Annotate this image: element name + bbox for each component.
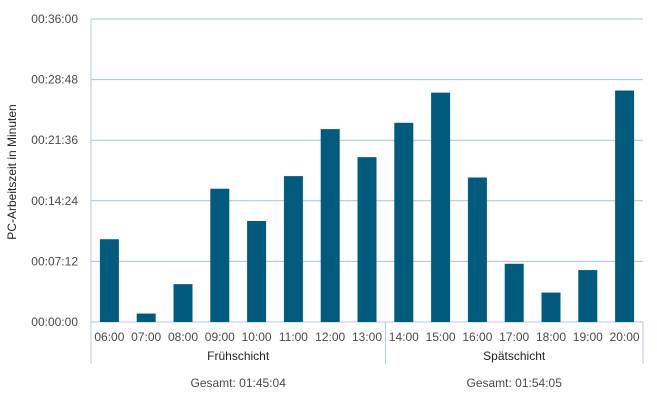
x-tick-label: 20:00 [610, 330, 640, 344]
y-tick-label: 00:36:00 [31, 12, 78, 26]
bar-1200 [320, 129, 340, 322]
bar-2000 [615, 90, 635, 323]
x-tick-label: 19:00 [573, 330, 603, 344]
x-tick-label: 12:00 [315, 330, 345, 344]
x-axis-ticks: 06:00 07:00 08:00 09:00 10:00 11:00 12:00 13:00… [94, 330, 640, 344]
bar-0600 [99, 239, 119, 322]
bars [99, 90, 635, 323]
bar-0800 [173, 284, 193, 322]
group-total: Gesamt: 01:54:05 [467, 376, 563, 390]
bar-1000 [247, 221, 267, 322]
bar-1300 [357, 157, 377, 322]
x-tick-label: 08:00 [168, 330, 198, 344]
x-tick-label: 11:00 [279, 330, 308, 344]
x-tick-label: 07:00 [131, 330, 161, 344]
bar-1400 [394, 122, 414, 322]
y-tick-label: 00:07:12 [31, 254, 78, 268]
group-name: Frühschicht [207, 349, 270, 363]
y-tick-label: 00:14:24 [31, 194, 78, 208]
bar-0900 [210, 188, 230, 322]
bar-1900 [578, 270, 598, 322]
y-tick-label: 00:21:36 [31, 133, 78, 147]
x-tick-label: 10:00 [242, 330, 272, 344]
y-tick-label: 00:28:48 [31, 73, 78, 87]
x-tick-label: 14:00 [389, 330, 419, 344]
x-tick-label: 18:00 [536, 330, 566, 344]
y-axis-ticks: 00:00:00 00:07:12 00:14:24 00:21:36 00:28:48… [31, 12, 78, 329]
bar-1500 [431, 92, 451, 322]
y-axis-label: PC-Arbeitszeit in Minuten [5, 104, 19, 239]
shift-groups: Frühschicht Gesamt: 01:45:04 Spätschicht Ge… [191, 322, 563, 390]
x-tick-label: 09:00 [205, 330, 235, 344]
x-tick-label: 16:00 [462, 330, 492, 344]
x-tick-label: 17:00 [499, 330, 529, 344]
bar-1600 [467, 177, 487, 322]
bar-1100 [283, 176, 303, 322]
x-tick-label: 06:00 [94, 330, 124, 344]
group-total: Gesamt: 01:45:04 [191, 376, 287, 390]
x-tick-label: 15:00 [426, 330, 456, 344]
bar-1800 [541, 292, 561, 322]
bar-0700 [136, 313, 156, 322]
y-tick-label: 00:00:00 [31, 315, 78, 329]
group-name: Spätschicht [483, 349, 546, 363]
x-tick-label: 13:00 [352, 330, 382, 344]
bar-1700 [504, 263, 524, 322]
